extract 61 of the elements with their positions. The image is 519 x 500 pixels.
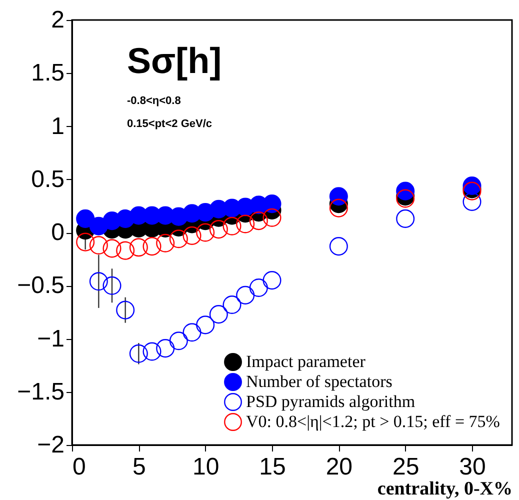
point bbox=[142, 342, 162, 361]
point bbox=[142, 237, 162, 256]
point bbox=[222, 216, 242, 236]
x-tick-label: 25 bbox=[392, 454, 420, 480]
y-tick-label: −2 bbox=[37, 432, 64, 458]
point bbox=[102, 276, 122, 295]
annotation: -0.8<η<0.8 bbox=[127, 95, 181, 107]
y-tick-label: −0.5 bbox=[17, 272, 64, 300]
legend-label: Impact parameter bbox=[246, 352, 366, 371]
x-tick-label: 10 bbox=[192, 454, 220, 480]
y-tick-label: 2 bbox=[51, 6, 64, 34]
point bbox=[236, 214, 255, 234]
x-tick-label: 5 bbox=[132, 454, 146, 480]
point bbox=[236, 286, 255, 304]
x-tick-label: 15 bbox=[259, 454, 286, 480]
point bbox=[262, 194, 282, 214]
point bbox=[196, 223, 215, 242]
y-tick-label: 1 bbox=[51, 112, 64, 140]
point bbox=[182, 323, 202, 342]
y-tick-label: 0.5 bbox=[31, 166, 64, 193]
point bbox=[169, 230, 188, 248]
y-tick-label: 1.5 bbox=[31, 60, 64, 87]
point bbox=[129, 238, 148, 257]
x-tick-label: 20 bbox=[326, 454, 353, 480]
y-tick-label: −1.5 bbox=[17, 378, 64, 406]
point bbox=[116, 241, 135, 260]
point bbox=[222, 296, 242, 314]
point bbox=[156, 339, 175, 358]
point bbox=[196, 316, 215, 334]
point bbox=[329, 187, 348, 206]
point bbox=[116, 300, 135, 320]
point bbox=[76, 209, 95, 228]
point bbox=[89, 272, 108, 291]
y-tick-label: 0 bbox=[51, 219, 64, 246]
point bbox=[209, 305, 228, 324]
legend-label: PSD pyramids algorithm bbox=[246, 392, 416, 411]
x-tick-label: 30 bbox=[459, 454, 486, 480]
point bbox=[182, 226, 202, 245]
point bbox=[156, 234, 175, 252]
annotation: Sσ[h] bbox=[127, 40, 222, 81]
point bbox=[262, 208, 282, 227]
x-tick-label: 0 bbox=[72, 454, 86, 480]
point bbox=[396, 182, 415, 200]
legend-label: Number of spectators bbox=[246, 372, 392, 391]
point bbox=[102, 239, 122, 258]
legend-label: V0: 0.8<|η|<1.2; pt > 0.15; eff = 75% bbox=[246, 412, 500, 431]
point bbox=[329, 198, 348, 218]
y-tick-label: −1 bbox=[37, 325, 64, 352]
point bbox=[89, 236, 108, 254]
point bbox=[462, 192, 482, 211]
point bbox=[249, 212, 268, 230]
point bbox=[169, 332, 188, 350]
point bbox=[76, 232, 95, 252]
annotation: 0.15<pt<2 GeV/c bbox=[127, 118, 212, 130]
point bbox=[262, 271, 282, 290]
point bbox=[129, 344, 148, 363]
point bbox=[396, 209, 415, 228]
x-axis-title: centrality, 0-X% bbox=[377, 478, 512, 500]
point bbox=[209, 220, 228, 239]
point bbox=[249, 278, 268, 297]
point bbox=[329, 237, 348, 256]
